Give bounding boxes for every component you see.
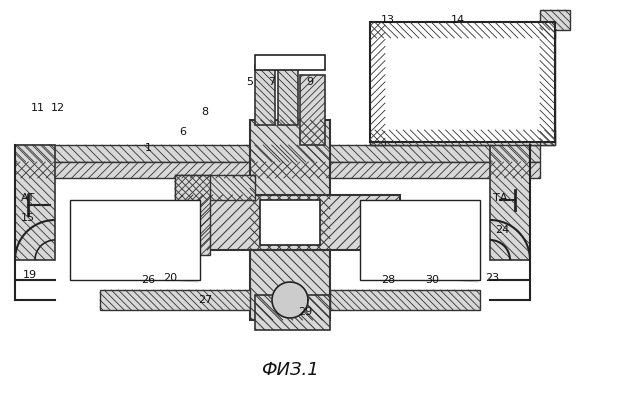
Polygon shape (370, 22, 555, 38)
Polygon shape (330, 290, 480, 310)
Text: 28: 28 (381, 275, 395, 285)
Text: 7: 7 (268, 77, 276, 87)
Polygon shape (15, 145, 55, 260)
Text: 23: 23 (485, 273, 499, 283)
Polygon shape (180, 195, 400, 250)
Text: 8: 8 (202, 107, 209, 117)
Polygon shape (490, 145, 530, 260)
Polygon shape (278, 65, 298, 125)
Text: 11: 11 (31, 103, 45, 113)
Text: 5: 5 (246, 77, 253, 87)
Polygon shape (370, 22, 385, 145)
Text: 12: 12 (51, 103, 65, 113)
Text: 24: 24 (495, 225, 509, 235)
Polygon shape (15, 162, 540, 178)
Text: АТ: АТ (21, 193, 35, 203)
Text: 26: 26 (141, 275, 155, 285)
Text: 9: 9 (307, 77, 314, 87)
Text: 27: 27 (198, 295, 212, 305)
Bar (70, 200, 200, 280)
Text: 14: 14 (451, 15, 465, 25)
Polygon shape (250, 120, 330, 320)
Polygon shape (272, 282, 308, 318)
Text: 29: 29 (298, 307, 312, 317)
Polygon shape (540, 22, 555, 145)
Text: 30: 30 (425, 275, 439, 285)
Bar (260, 200, 320, 245)
Bar (360, 200, 480, 280)
Text: ФИЗ.1: ФИЗ.1 (261, 361, 319, 379)
Polygon shape (100, 290, 250, 310)
Polygon shape (370, 130, 555, 145)
Text: 6: 6 (179, 127, 186, 137)
Text: 15: 15 (21, 213, 35, 223)
Bar (255, 55, 325, 70)
Text: 1: 1 (145, 143, 152, 153)
Polygon shape (175, 175, 255, 200)
Polygon shape (300, 75, 325, 145)
Text: 19: 19 (23, 270, 37, 280)
Polygon shape (255, 295, 330, 330)
Text: 20: 20 (163, 273, 177, 283)
Polygon shape (175, 175, 210, 255)
Bar (370, 22, 555, 142)
Polygon shape (255, 65, 275, 125)
Polygon shape (15, 145, 540, 162)
Polygon shape (540, 10, 570, 30)
Text: 13: 13 (381, 15, 395, 25)
Text: ТА: ТА (493, 193, 507, 203)
